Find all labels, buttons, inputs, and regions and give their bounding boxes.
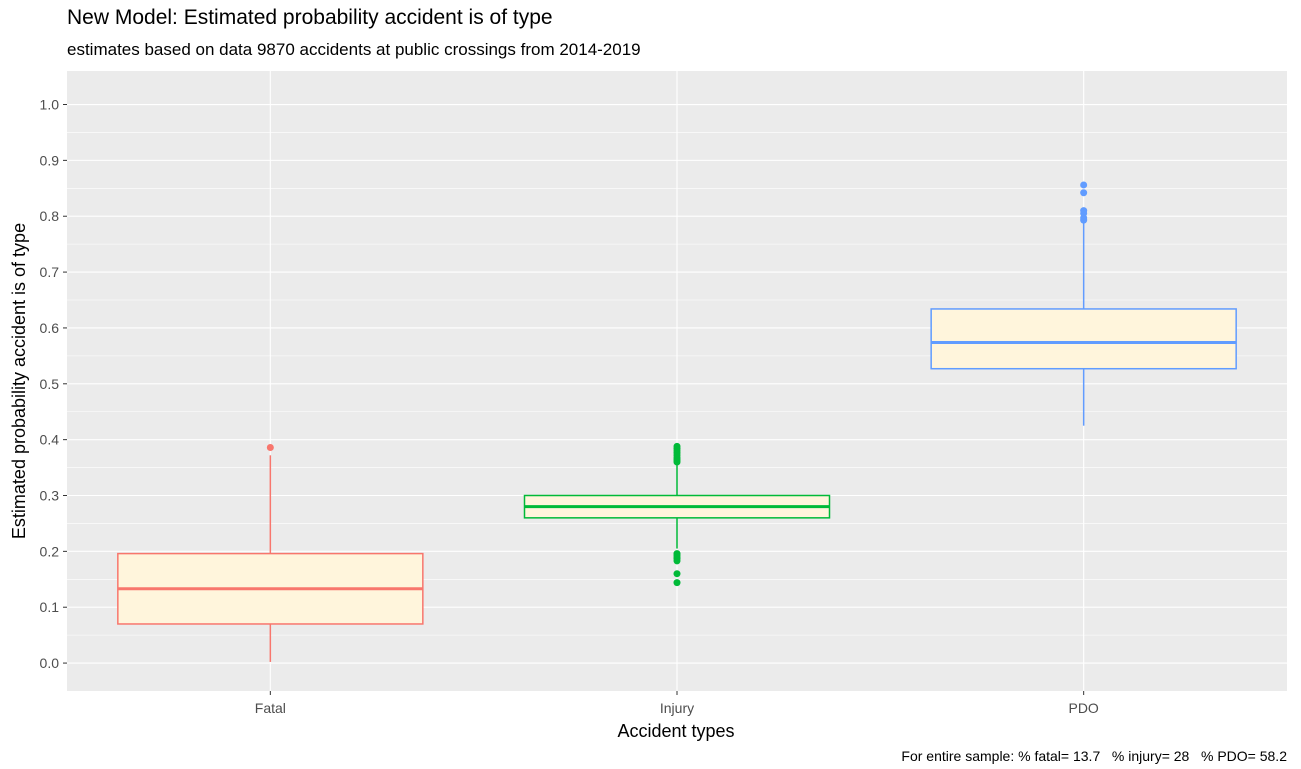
y-axis-title: Estimated probability accident is of typ… [9,223,29,539]
outlier-point [673,550,681,558]
box-injury [523,442,831,587]
outlier-point [1080,207,1088,215]
outlier-point [1080,189,1088,197]
y-tick-label: 0.4 [40,432,60,448]
x-tick-label: PDO [1068,700,1098,716]
y-axis: 0.0 0.1 0.2 0.3 0.4 0.5 0.6 0.7 0.8 0.9 1.0 [40,97,67,671]
outlier-point [673,442,681,450]
y-tick-label: 0.6 [40,320,60,336]
outlier-point [673,570,681,578]
y-tick-label: 0.8 [40,208,60,224]
outlier-point [266,443,274,451]
boxes [117,181,1237,662]
y-tick-label: 0.5 [40,376,60,392]
y-tick-label: 0.3 [40,488,60,504]
outlier-point [673,579,681,587]
chart-caption: For entire sample: % fatal= 13.7 % injur… [901,748,1287,764]
box-iqr [930,308,1237,370]
box-fatal [117,443,424,662]
y-tick-label: 0.1 [40,599,60,615]
x-axis: Fatal Injury PDO [255,691,1099,716]
y-tick-label: 0.0 [40,655,60,671]
y-tick-label: 0.2 [40,543,60,559]
y-tick-label: 0.7 [40,264,60,280]
outlier-point [1080,181,1088,189]
chart-subtitle: estimates based on data 9870 accidents a… [67,40,641,59]
box-pdo [930,181,1237,426]
y-tick-label: 0.9 [40,152,60,168]
chart-title: New Model: Estimated probability acciden… [67,6,553,29]
x-tick-label: Fatal [255,700,286,716]
x-axis-title: Accident types [617,721,734,741]
y-tick-label: 1.0 [40,97,60,113]
x-tick-label: Injury [660,700,694,716]
